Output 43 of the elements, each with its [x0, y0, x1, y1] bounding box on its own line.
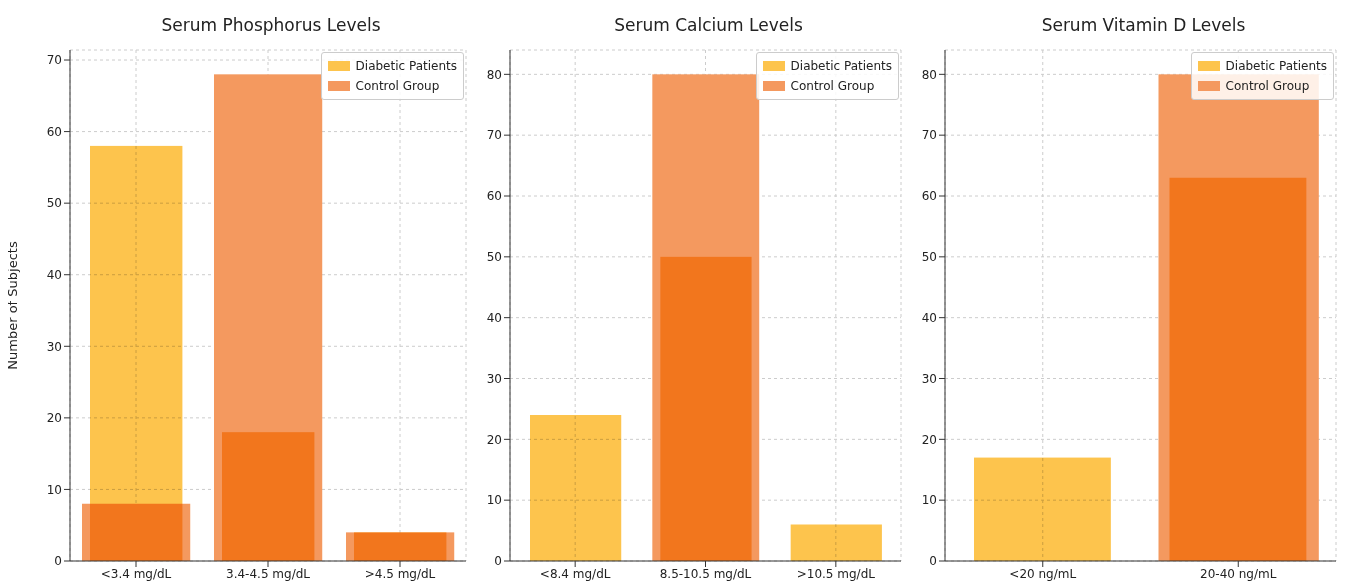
- y-tick-label: 0: [494, 554, 502, 569]
- legend-label: Diabetic Patients: [790, 58, 892, 75]
- y-tick-label: 30: [921, 371, 937, 386]
- legend-label: Diabetic Patients: [1225, 58, 1327, 75]
- x-tick-label: <3.4 mg/dL: [100, 566, 172, 581]
- chart-title: Serum Calcium Levels: [613, 14, 804, 37]
- y-tick-label: 50: [921, 250, 937, 265]
- y-tick-label: 30: [486, 371, 502, 386]
- y-tick-label: 70: [46, 53, 62, 68]
- x-tick-label: <20 ng/mL: [1009, 566, 1077, 581]
- x-tick-label: 20-40 ng/mL: [1200, 566, 1277, 581]
- y-tick-label: 80: [921, 67, 937, 82]
- y-tick-label: 60: [921, 189, 937, 204]
- y-tick-label: 40: [46, 267, 62, 282]
- x-tick-label: <8.4 mg/dL: [539, 566, 611, 581]
- chart-title: Serum Phosphorus Levels: [160, 14, 382, 37]
- y-tick-label: 10: [46, 482, 62, 497]
- legend-label: Control Group: [1225, 78, 1310, 95]
- y-tick-label: 80: [486, 67, 502, 82]
- x-tick-label: >4.5 mg/dL: [364, 566, 436, 581]
- y-tick-label: 0: [54, 554, 62, 569]
- y-tick-label: 70: [486, 128, 502, 143]
- y-tick-label: 40: [486, 310, 502, 325]
- x-tick-label: 3.4-4.5 mg/dL: [226, 566, 311, 581]
- y-tick-label: 20: [46, 411, 62, 426]
- y-tick-label: 70: [921, 128, 937, 143]
- x-tick-label: 8.5-10.5 mg/dL: [659, 566, 752, 581]
- legend-label: Control Group: [355, 78, 440, 95]
- y-tick-label: 60: [46, 124, 62, 139]
- y-tick-label: 0: [929, 554, 937, 569]
- y-tick-label: 30: [46, 339, 62, 354]
- legend-label: Diabetic Patients: [355, 58, 457, 75]
- legend-label: Control Group: [790, 78, 875, 95]
- y-tick-label: 40: [921, 310, 937, 325]
- y-tick-label: 20: [486, 432, 502, 447]
- y-tick-label: 20: [921, 432, 937, 447]
- y-tick-label: 60: [486, 189, 502, 204]
- x-tick-label: >10.5 mg/dL: [796, 566, 876, 581]
- chart-title: Serum Vitamin D Levels: [1040, 14, 1247, 37]
- y-tick-label: 10: [921, 493, 937, 508]
- y-tick-label: 50: [486, 250, 502, 265]
- y-tick-label: 50: [46, 196, 62, 211]
- y-tick-label: 10: [486, 493, 502, 508]
